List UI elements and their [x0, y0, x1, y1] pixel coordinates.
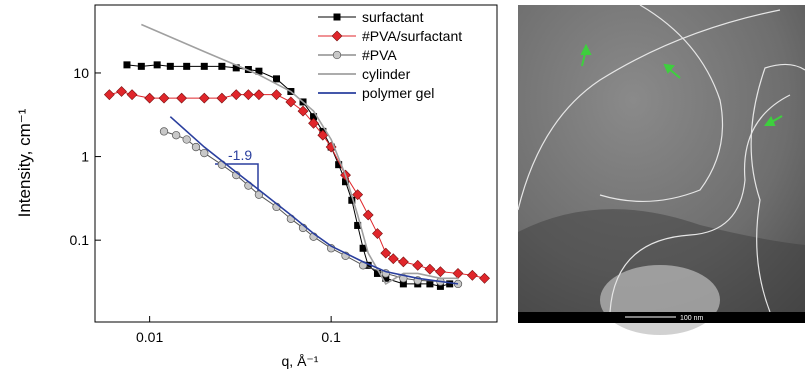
dark-region [518, 209, 805, 312]
plot-frame [94, 4, 498, 323]
arrows [580, 43, 783, 126]
marker [253, 89, 265, 101]
micrograph: 100 nm [517, 4, 805, 335]
marker [380, 247, 392, 259]
marker [200, 62, 208, 70]
marker [273, 75, 281, 83]
y-axis-label: Intensity, cm⁻¹ [15, 108, 34, 217]
y-tick-label: 0.1 [70, 232, 90, 248]
marker [354, 221, 362, 229]
marker [218, 62, 226, 70]
marker [332, 50, 342, 60]
x-axis-label: q, Å⁻¹ [282, 353, 319, 369]
slope-triangle [215, 163, 259, 192]
marker [364, 261, 372, 269]
y-tick-label: 10 [73, 65, 89, 81]
marker [176, 92, 188, 104]
marker [158, 92, 170, 104]
marker [331, 30, 343, 42]
marker [359, 244, 367, 252]
marker [137, 62, 145, 70]
marker [352, 189, 364, 201]
marker [126, 89, 138, 101]
marker [452, 268, 464, 279]
marker [397, 256, 409, 268]
legend-label: #PVA [362, 47, 397, 63]
marker [271, 89, 282, 101]
marker [436, 282, 444, 290]
marker [373, 269, 381, 277]
marker [333, 13, 341, 21]
marker [372, 228, 383, 239]
marker [297, 105, 309, 117]
marker [182, 135, 191, 144]
marker [426, 280, 434, 288]
marker [399, 280, 407, 288]
marker [382, 274, 390, 282]
marker [172, 131, 181, 140]
marker [446, 280, 454, 288]
marker [200, 148, 209, 158]
marker [412, 259, 424, 271]
chart: q, Å⁻¹ Intensity, cm⁻¹ -1.9 0.01 0.1 0.1 1 1… [15, 4, 498, 369]
marker [317, 129, 329, 141]
marker [216, 92, 228, 104]
series-line [109, 90, 485, 279]
marker [183, 62, 191, 70]
marker [144, 92, 156, 104]
series-line [141, 23, 459, 285]
marker [348, 196, 356, 204]
marker [466, 269, 478, 281]
marker [116, 86, 127, 97]
y-tick-label: 1 [81, 149, 89, 165]
legend-label: surfactant [362, 9, 424, 25]
marker [159, 127, 169, 136]
marker [103, 89, 115, 101]
marker [255, 67, 263, 75]
marker [153, 61, 161, 69]
marker [232, 64, 240, 72]
marker [123, 61, 131, 69]
marker [254, 190, 264, 199]
marker [230, 89, 242, 101]
x-tick-label: 0.01 [136, 329, 163, 345]
marker [310, 113, 318, 121]
slope-annotation: -1.9 [228, 147, 252, 163]
scale-bar-label: 100 nm [680, 315, 704, 322]
marker [191, 142, 201, 152]
marker [198, 92, 210, 104]
series-line [169, 116, 459, 285]
marker [308, 117, 319, 129]
legend-label: cylinder [362, 66, 411, 82]
marker [362, 209, 374, 221]
legend-label: #PVA/surfactant [362, 28, 462, 44]
outlines [517, 4, 805, 313]
marker [424, 263, 436, 275]
marker [285, 96, 297, 108]
marker [387, 253, 399, 265]
marker [242, 89, 254, 101]
marker [479, 272, 490, 284]
x-tick-label: 0.1 [321, 329, 341, 345]
marker [434, 266, 446, 278]
legend-label: polymer gel [362, 85, 434, 101]
marker [335, 161, 343, 169]
marker [342, 178, 350, 186]
marker [166, 62, 174, 70]
bright-region [600, 265, 720, 335]
